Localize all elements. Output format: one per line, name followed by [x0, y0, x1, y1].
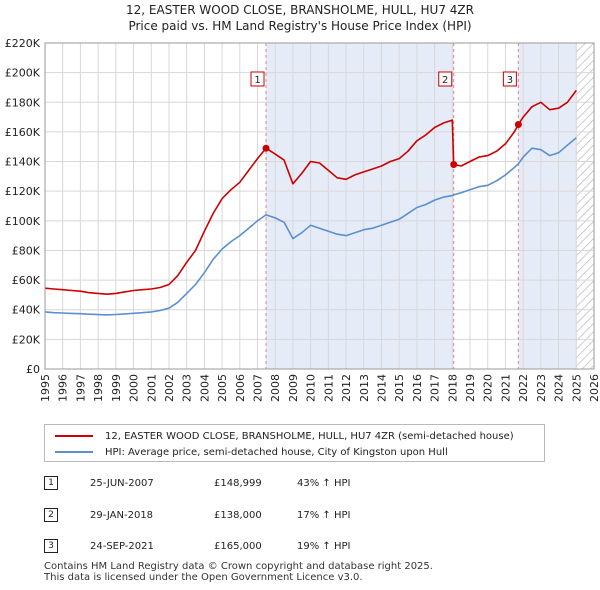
sale-label-number: 1 [254, 75, 260, 86]
legend-swatch-blue [55, 451, 93, 453]
x-tick-label: 2019 [464, 374, 477, 402]
hpi-series-line [44, 137, 577, 316]
sale-price: £148,999 [214, 477, 262, 489]
sale-label-box [438, 71, 453, 87]
chart-title: 12, EASTER WOOD CLOSE, BRANSHOLME, HULL,… [126, 3, 474, 17]
sale-number-badge: 3 [44, 539, 58, 553]
sale-hpi-change: 17% ↑ HPI [297, 509, 351, 521]
price-chart: 12, EASTER WOOD CLOSE, BRANSHOLME, HULL,… [5, 3, 600, 402]
property-series-line [44, 89, 577, 296]
x-tick-label: 1998 [92, 374, 105, 402]
x-tick-label: 2010 [305, 374, 318, 402]
x-tick-label: 1999 [110, 374, 123, 402]
y-tick-label: £180K [5, 96, 41, 109]
x-tick-label: 2006 [234, 374, 247, 402]
x-tick-label: 2025 [570, 374, 583, 402]
x-tick-label: 2013 [358, 374, 371, 402]
x-tick-label: 2022 [517, 374, 530, 402]
sale-number-badge: 1 [44, 476, 58, 490]
x-tick-label: 1995 [39, 374, 52, 402]
sale-row: 3 24-SEP-2021 £165,000 19% ↑ HPI [44, 537, 564, 555]
x-tick-label: 2021 [499, 374, 512, 402]
x-tick-label: 2012 [340, 374, 353, 402]
footer-attribution: Contains HM Land Registry data © Crown c… [44, 561, 433, 583]
x-tick-label: 2002 [163, 374, 176, 402]
x-tick-label: 2014 [375, 374, 388, 402]
sale-row: 1 25-JUN-2007 £148,999 43% ↑ HPI [44, 474, 564, 492]
sale-row: 2 29-JAN-2018 £138,000 17% ↑ HPI [44, 506, 564, 524]
forecast-hatch [576, 43, 594, 369]
sale-label-box [502, 71, 517, 87]
x-tick-label: 1996 [57, 374, 70, 402]
y-tick-label: £40K [12, 304, 41, 317]
x-tick-label: 2009 [287, 374, 300, 402]
sale-number-badge: 2 [44, 508, 58, 522]
x-tick-label: 1997 [74, 374, 87, 402]
y-tick-label: £0 [26, 363, 40, 376]
sale-price: £138,000 [214, 509, 262, 521]
sale-date: 25-JUN-2007 [90, 477, 154, 489]
y-tick-label: £100K [5, 215, 41, 228]
sale-hpi-change: 19% ↑ HPI [297, 540, 351, 552]
x-tick-label: 2023 [535, 374, 548, 402]
y-tick-label: £120K [5, 185, 41, 198]
legend-item-property: 12, EASTER WOOD CLOSE, BRANSHOLME, HULL,… [55, 428, 514, 444]
y-tick-label: £20K [12, 333, 41, 346]
x-tick-label: 2005 [216, 374, 229, 402]
x-tick-label: 2015 [393, 374, 406, 402]
x-tick-label: 2020 [482, 374, 495, 402]
legend: 12, EASTER WOOD CLOSE, BRANSHOLME, HULL,… [44, 424, 545, 462]
sale-period-shade [518, 43, 577, 369]
legend-label-property: 12, EASTER WOOD CLOSE, BRANSHOLME, HULL,… [105, 430, 514, 442]
footer-line-copyright: Contains HM Land Registry data © Crown c… [44, 561, 433, 572]
sale-point [450, 161, 458, 169]
x-tick-label: 2024 [553, 374, 566, 402]
sale-date: 29-JAN-2018 [90, 509, 154, 521]
x-tick-label: 2026 [588, 374, 600, 402]
x-tick-label: 2007 [252, 374, 265, 402]
sale-label-number: 3 [507, 75, 513, 86]
y-tick-label: £200K [5, 67, 41, 80]
x-tick-label: 2018 [446, 374, 459, 402]
x-tick-label: 2017 [429, 374, 442, 402]
plot-frame [44, 42, 595, 370]
x-tick-label: 2008 [269, 374, 282, 402]
legend-swatch-red [55, 435, 93, 437]
x-tick-label: 2001 [145, 374, 158, 402]
x-tick-label: 2016 [411, 374, 424, 402]
legend-item-hpi: HPI: Average price, semi-detached house,… [55, 444, 448, 460]
x-tick-label: 2004 [198, 374, 211, 402]
y-tick-label: £140K [5, 156, 41, 169]
y-tick-label: £160K [5, 126, 41, 139]
sale-label-number: 2 [442, 75, 448, 86]
x-tick-label: 2000 [128, 374, 141, 402]
sale-label-box [250, 71, 265, 87]
footer-line-licence: This data is licensed under the Open Gov… [44, 572, 363, 583]
x-tick-label: 2003 [181, 374, 194, 402]
x-tick-label: 2011 [322, 374, 335, 402]
y-tick-label: £60K [12, 274, 41, 287]
y-tick-label: £220K [5, 37, 41, 50]
sale-period-shade [266, 43, 454, 369]
sale-date: 24-SEP-2021 [90, 540, 154, 552]
y-tick-label: £80K [12, 244, 41, 257]
sale-price: £165,000 [214, 540, 262, 552]
legend-label-hpi: HPI: Average price, semi-detached house,… [105, 446, 448, 458]
sale-point [262, 144, 270, 152]
chart-subtitle: Price paid vs. HM Land Registry's House … [128, 19, 471, 33]
sale-hpi-change: 43% ↑ HPI [297, 477, 351, 489]
sale-point [514, 121, 522, 128]
